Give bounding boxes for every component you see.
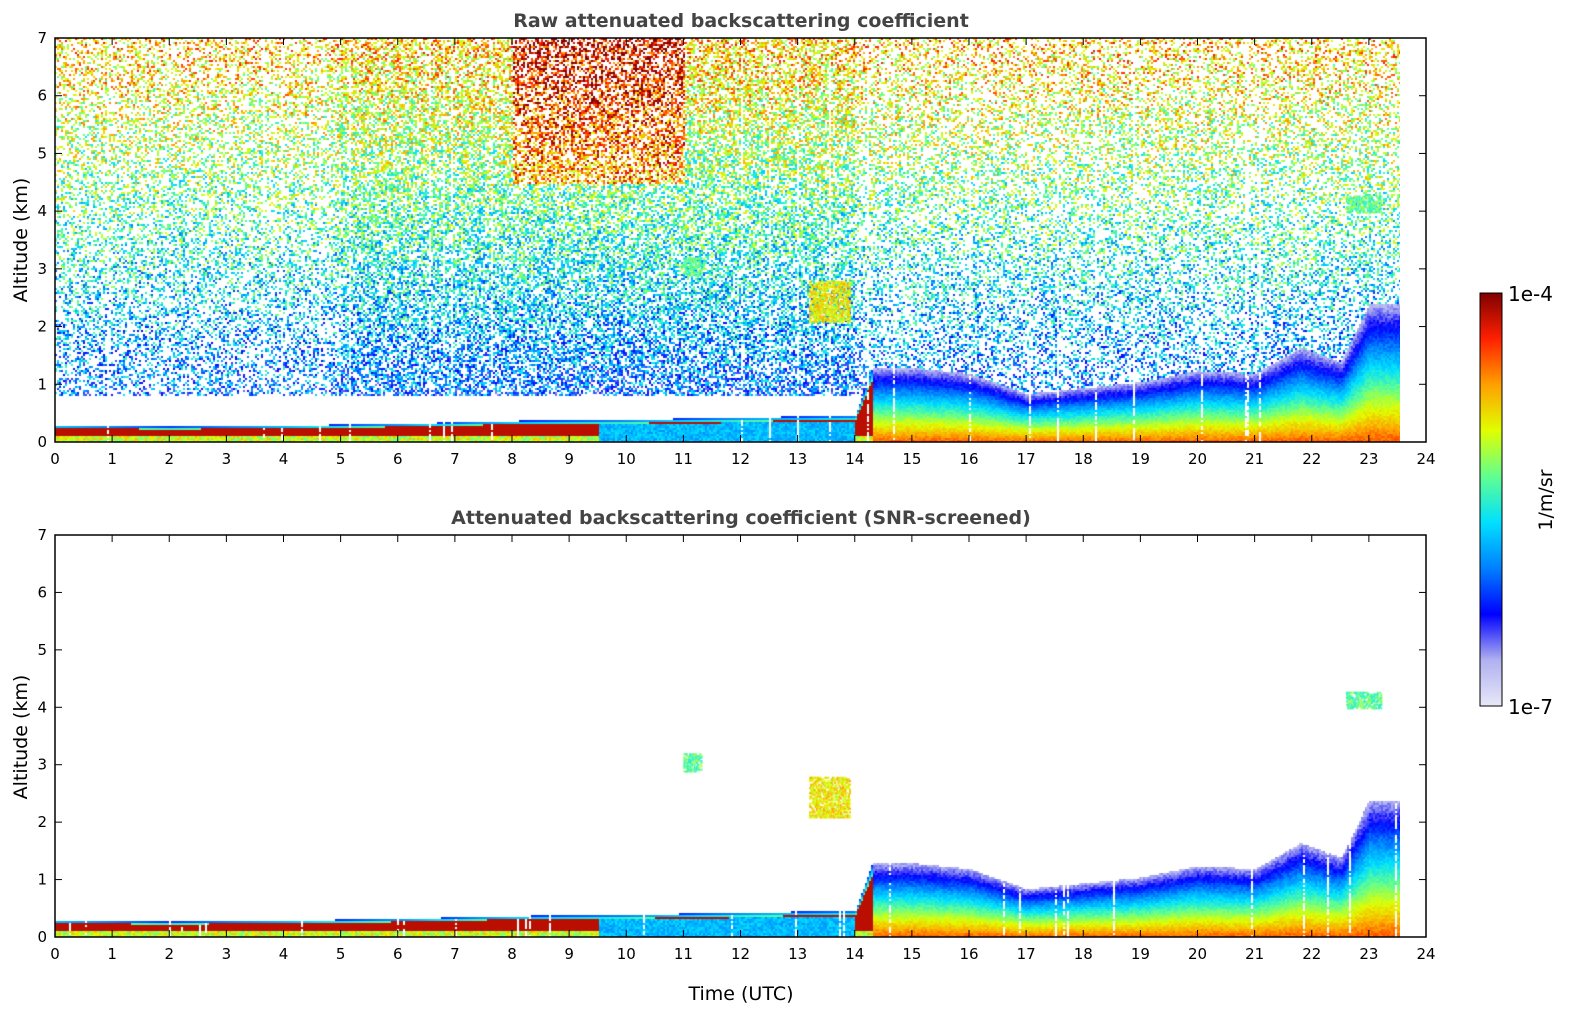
bottom-x-tick-label: 16: [959, 945, 978, 963]
top-y-tick-label: 0: [37, 433, 47, 451]
bottom-x-tick-label: 17: [1017, 945, 1036, 963]
bottom-x-tick-label: 0: [50, 945, 60, 963]
bottom-x-tick-label: 24: [1416, 945, 1435, 963]
bottom-x-tick-label: 21: [1245, 945, 1264, 963]
top-x-tick-label: 24: [1416, 450, 1435, 468]
top-x-tick-label: 3: [222, 450, 232, 468]
top-y-tick-label: 5: [37, 144, 47, 162]
bottom-x-tick-label: 10: [617, 945, 636, 963]
bottom-x-tick-label: 2: [164, 945, 174, 963]
bottom-x-tick-label: 20: [1188, 945, 1207, 963]
top-x-tick-label: 4: [279, 450, 289, 468]
top-x-tick-label: 21: [1245, 450, 1264, 468]
bottom-y-tick-label: 6: [37, 583, 47, 601]
top-x-tick-label: 20: [1188, 450, 1207, 468]
top-x-tick-label: 7: [450, 450, 460, 468]
bottom-x-tick-label: 12: [731, 945, 750, 963]
top-x-tick-label: 8: [507, 450, 517, 468]
bottom-x-tick-label: 6: [393, 945, 403, 963]
bottom-x-tick-label: 9: [564, 945, 574, 963]
top-x-tick-label: 5: [336, 450, 346, 468]
top-x-tick-label: 13: [788, 450, 807, 468]
top-x-tick-label: 14: [845, 450, 864, 468]
bottom-x-tick-label: 18: [1074, 945, 1093, 963]
bottom-y-axis-label: Altitude (km): [10, 675, 32, 800]
bottom-x-tick-label: 14: [845, 945, 864, 963]
top-y-tick-label: 7: [37, 29, 47, 47]
top-x-tick-label: 15: [902, 450, 921, 468]
top-x-tick-label: 18: [1074, 450, 1093, 468]
bottom-chart-title: Attenuated backscattering coefficient (S…: [451, 507, 1031, 529]
top-y-tick-label: 3: [37, 260, 47, 278]
top-x-tick-label: 22: [1302, 450, 1321, 468]
top-y-ticks: 0 1 2 3 4 5 6 7: [37, 29, 1426, 451]
top-x-tick-label: 0: [50, 450, 60, 468]
top-x-tick-label: 6: [393, 450, 403, 468]
bottom-y-tick-label: 4: [37, 698, 47, 716]
top-x-tick-label: 17: [1017, 450, 1036, 468]
bottom-x-tick-label: 1: [107, 945, 117, 963]
colorbar-min-label: 1e-7: [1508, 695, 1553, 719]
top-y-axis-label: Altitude (km): [10, 178, 32, 303]
bottom-y-tick-label: 2: [37, 813, 47, 831]
top-x-ticks: 0 1 2 3 4 5 6 7 8 9 10 11 12 13 14 15 16 17 18 19 20 21 22 23 24: [50, 38, 1436, 468]
bottom-x-tick-label: 19: [1131, 945, 1150, 963]
colorbar: [1479, 292, 1503, 707]
bottom-x-tick-label: 5: [336, 945, 346, 963]
bottom-y-ticks: 0 1 2 3 4 5 6 7: [37, 526, 1426, 946]
top-x-tick-label: 16: [959, 450, 978, 468]
top-heatmap-image: [55, 38, 1400, 442]
top-y-tick-label: 6: [37, 87, 47, 105]
bottom-x-tick-label: 22: [1302, 945, 1321, 963]
bottom-heatmap: [55, 535, 1400, 937]
top-chart-title: Raw attenuated backscattering coefficien…: [513, 10, 969, 32]
bottom-x-tick-label: 8: [507, 945, 517, 963]
bottom-x-tick-label: 11: [674, 945, 693, 963]
bottom-x-tick-label: 23: [1359, 945, 1378, 963]
bottom-x-tick-label: 3: [222, 945, 232, 963]
bottom-x-tick-label: 4: [279, 945, 289, 963]
bottom-x-tick-label: 7: [450, 945, 460, 963]
colorbar-unit-label: 1/m/sr: [1535, 469, 1557, 530]
bottom-y-tick-label: 1: [37, 871, 47, 889]
top-y-tick-label: 1: [37, 375, 47, 393]
top-x-tick-label: 12: [731, 450, 750, 468]
bottom-x-tick-label: 13: [788, 945, 807, 963]
top-x-tick-label: 9: [564, 450, 574, 468]
bottom-y-tick-label: 7: [37, 526, 47, 544]
bottom-heatmap-image: [55, 535, 1400, 937]
bottom-y-tick-label: 0: [37, 928, 47, 946]
bottom-x-tick-label: 15: [902, 945, 921, 963]
top-y-tick-label: 4: [37, 202, 47, 220]
top-x-tick-label: 23: [1359, 450, 1378, 468]
bottom-y-tick-label: 5: [37, 641, 47, 659]
bottom-y-tick-label: 3: [37, 756, 47, 774]
top-y-tick-label: 2: [37, 318, 47, 336]
top-heatmap: [55, 38, 1400, 442]
bottom-x-ticks: 0 1 2 3 4 5 6 7 8 9 10 11 12 13 14 15 16 17 18 19 20 21 22 23 24: [50, 535, 1436, 963]
top-x-tick-label: 1: [107, 450, 117, 468]
x-axis-label: Time (UTC): [687, 983, 793, 1005]
top-x-tick-label: 10: [617, 450, 636, 468]
top-x-tick-label: 19: [1131, 450, 1150, 468]
colorbar-max-label: 1e-4: [1508, 282, 1553, 306]
top-x-tick-label: 11: [674, 450, 693, 468]
top-x-tick-label: 2: [164, 450, 174, 468]
